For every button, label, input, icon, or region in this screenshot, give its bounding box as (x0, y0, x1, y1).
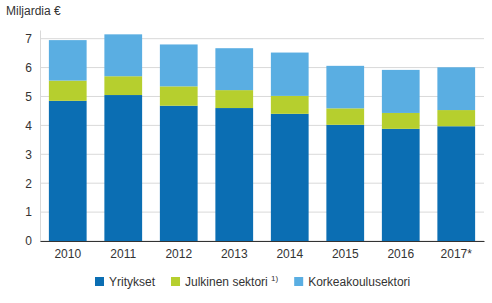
legend-swatch (95, 277, 104, 286)
y-tick-label: 7 (25, 32, 32, 46)
y-tick: 2 (25, 177, 40, 191)
bar-segment (437, 126, 475, 241)
bar-segment (104, 76, 142, 95)
legend-swatch (294, 277, 303, 286)
y-tick-label: 0 (25, 234, 32, 248)
y-tick-label: 3 (25, 148, 32, 162)
x-tick-label: 2011 (110, 247, 136, 261)
y-tick-label: 1 (25, 205, 32, 219)
x-axis-line (41, 241, 485, 242)
series (49, 95, 475, 241)
bar-segment (160, 44, 198, 86)
legend-label: Julkinen sektori 1) (185, 274, 278, 289)
y-axis: 0 1 2 3 4 5 6 7 (25, 31, 40, 249)
bar-segment (49, 81, 87, 101)
legend-item: Julkinen sektori 1) (171, 274, 278, 289)
y-axis-line (40, 31, 41, 242)
x-tick: 2011 (110, 241, 136, 261)
plot: 0 1 2 3 4 5 6 7 2010 2011 2012 2013 2014 2015 2016 2017… (25, 31, 484, 261)
y-tick-label: 6 (25, 61, 32, 75)
y-tick: 7 (25, 32, 40, 46)
x-tick: 2017* (441, 241, 473, 261)
x-tick: 2010 (54, 241, 81, 261)
x-tick-label: 2016 (387, 247, 414, 261)
y-axis-title: Miljardia € (6, 4, 61, 18)
bar-segment (104, 95, 142, 241)
y-tick: 5 (25, 90, 40, 104)
x-tick-label: 2014 (276, 247, 303, 261)
y-tick-label: 2 (25, 177, 32, 191)
legend-label: Korkeakoulusektori (308, 275, 410, 289)
bar-segment (326, 125, 364, 241)
bar-segment (271, 96, 309, 114)
x-tick-label: 2013 (221, 247, 248, 261)
bar-segment (160, 86, 198, 105)
legend-swatch (171, 277, 180, 286)
bar-segment (271, 53, 309, 96)
legend: Yritykset Julkinen sektori 1) Korkeakoulus… (95, 274, 410, 289)
x-tick: 2015 (332, 241, 359, 261)
y-tick-label: 4 (25, 119, 32, 133)
x-tick: 2012 (165, 241, 192, 261)
bar-segment (382, 70, 420, 113)
legend-label: Yritykset (109, 275, 156, 289)
y-tick: 4 (25, 119, 40, 133)
y-tick-label: 5 (25, 90, 32, 104)
bar-segment (382, 113, 420, 129)
bar-segment (215, 108, 253, 241)
x-tick-label: 2017* (441, 247, 473, 261)
bar-segment (326, 108, 364, 124)
y-tick: 0 (25, 234, 40, 248)
x-tick: 2016 (387, 241, 414, 261)
bar-segment (437, 110, 475, 126)
bar-segment (215, 90, 253, 108)
legend-item: Yritykset (95, 275, 156, 289)
bar-segment (215, 48, 253, 90)
bar-segment (49, 40, 87, 80)
x-tick-label: 2010 (54, 247, 81, 261)
legend-item: Korkeakoulusektori (294, 275, 410, 289)
bar-segment (326, 66, 364, 108)
bars (49, 34, 475, 241)
x-tick: 2013 (221, 241, 248, 261)
y-tick: 1 (25, 205, 40, 219)
bar-segment (49, 101, 87, 241)
bar-segment (160, 106, 198, 241)
x-tick-label: 2012 (165, 247, 192, 261)
bar-segment (104, 34, 142, 76)
x-tick: 2014 (276, 241, 303, 261)
y-tick: 6 (25, 61, 40, 75)
bar-segment (271, 114, 309, 241)
y-tick: 3 (25, 148, 40, 162)
x-tick-label: 2015 (332, 247, 359, 261)
series (49, 34, 475, 113)
bar-segment (437, 67, 475, 110)
bar-segment (382, 129, 420, 241)
chart: 0 1 2 3 4 5 6 7 2010 2011 2012 2013 2014 2015 2016 2017… (0, 0, 492, 303)
x-axis: 2010 2011 2012 2013 2014 2015 2016 2017* (41, 241, 485, 261)
